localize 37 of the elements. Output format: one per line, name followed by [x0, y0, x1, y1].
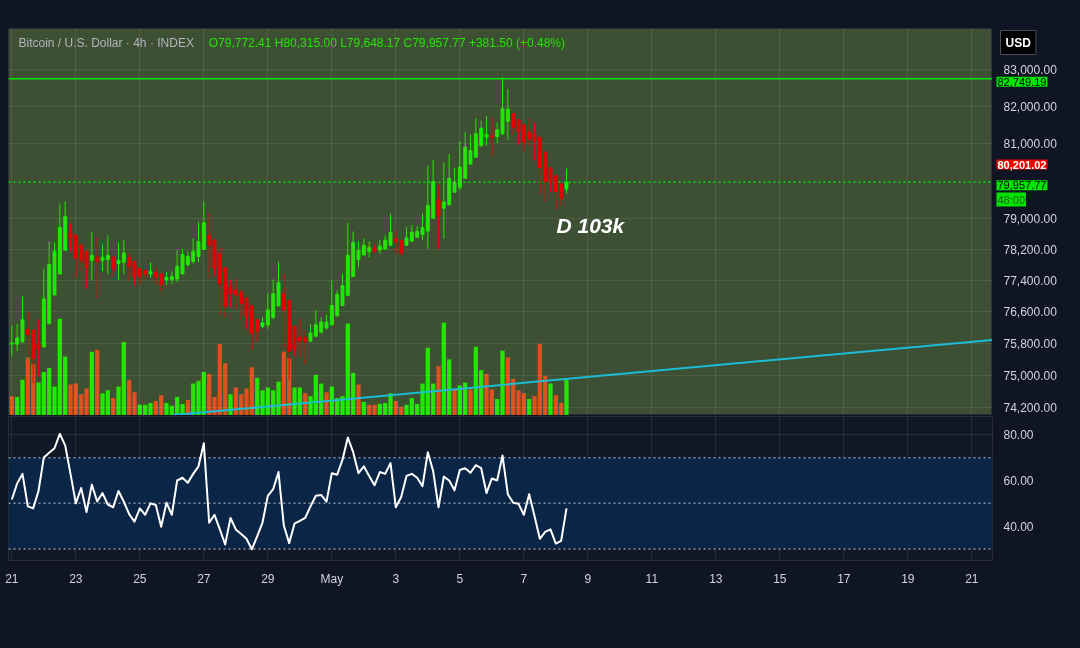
- text: O79,772.41 H80,315.00 L79,648.17 C79,957.77 +381.50 (+0.48%): [208, 35, 565, 50]
- x-tick-label: 21: [5, 571, 19, 586]
- y-tick-label: 60.00: [1003, 474, 1034, 488]
- x-tick-label: 13: [709, 571, 723, 586]
- y-tick-label: 74,200.00: [1003, 400, 1058, 415]
- x-tick-label: 29: [261, 571, 275, 586]
- y-tick-label: 75,000.00: [1003, 368, 1058, 383]
- x-tick-label: 17: [837, 571, 851, 586]
- y-tick-label: 76,600.00: [1003, 304, 1058, 319]
- text: Bitcoin / U.S. Dollar · 4h · INDEX: [18, 35, 194, 50]
- y-tick-label: 75,800.00: [1003, 336, 1058, 351]
- x-tick-label: 23: [69, 571, 83, 586]
- y-tick-label: 78,200.00: [1003, 242, 1058, 257]
- x-tick-label: May: [320, 571, 344, 586]
- x-tick-label: 11: [645, 571, 659, 586]
- x-tick-label: 5: [456, 571, 464, 586]
- annotation: D 103k: [556, 214, 626, 237]
- y-tick-label: 83,000.00: [1003, 63, 1058, 78]
- x-tick-label: 27: [197, 571, 211, 586]
- y-axis-title: USD: [1005, 35, 1032, 50]
- text: 48:00: [997, 193, 1026, 206]
- x-tick-label: 21: [965, 571, 979, 586]
- x-tick-label: 7: [520, 571, 528, 586]
- y-tick-label: 80.00: [1003, 428, 1034, 443]
- y-tick-label: 82,000.00: [1003, 99, 1058, 114]
- y-tick-label: 81,000.00: [1003, 136, 1058, 151]
- x-tick-label: 19: [901, 571, 915, 586]
- x-tick-label: 9: [584, 571, 592, 586]
- ref-line-label: 82,749.19: [997, 75, 1047, 88]
- text: 80,201.02: [997, 158, 1047, 171]
- y-tick-label: 40.00: [1003, 519, 1034, 534]
- y-tick-label: 79,000.00: [1003, 211, 1058, 226]
- ref-line-label: 79,957.77: [997, 179, 1047, 192]
- x-tick-label: 25: [133, 571, 147, 586]
- y-tick-label: 77,400.00: [1003, 273, 1058, 288]
- x-tick-label: 15: [773, 571, 787, 586]
- x-tick-label: 3: [392, 571, 400, 586]
